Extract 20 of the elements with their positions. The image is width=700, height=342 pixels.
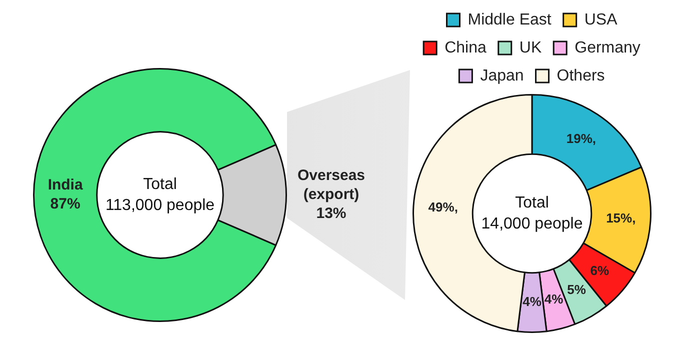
data-label: 87% bbox=[50, 196, 80, 213]
data-label: 15%, bbox=[606, 210, 636, 226]
data-label: 4% bbox=[522, 294, 542, 310]
data-label: 13% bbox=[316, 205, 346, 222]
data-label: 49%, bbox=[428, 200, 458, 215]
slice-label: India bbox=[48, 176, 84, 194]
text: Total 113,000 people bbox=[105, 176, 215, 214]
legend-label: Middle East bbox=[468, 11, 552, 28]
data-label: 19%, bbox=[566, 130, 596, 146]
text: Total 14,000 people bbox=[481, 194, 583, 232]
legend-label: China bbox=[444, 39, 486, 56]
slice-label: Overseas (export) bbox=[297, 167, 366, 204]
data-label: 6% bbox=[590, 263, 610, 278]
legend-label: UK bbox=[519, 39, 542, 56]
legend-label: USA bbox=[584, 11, 618, 28]
data-label: 4% bbox=[544, 291, 564, 306]
legend-label: Others bbox=[556, 67, 605, 84]
legend-label: Germany bbox=[574, 39, 640, 56]
legend-label: Japan bbox=[480, 67, 524, 84]
data-label: 5% bbox=[567, 282, 586, 298]
